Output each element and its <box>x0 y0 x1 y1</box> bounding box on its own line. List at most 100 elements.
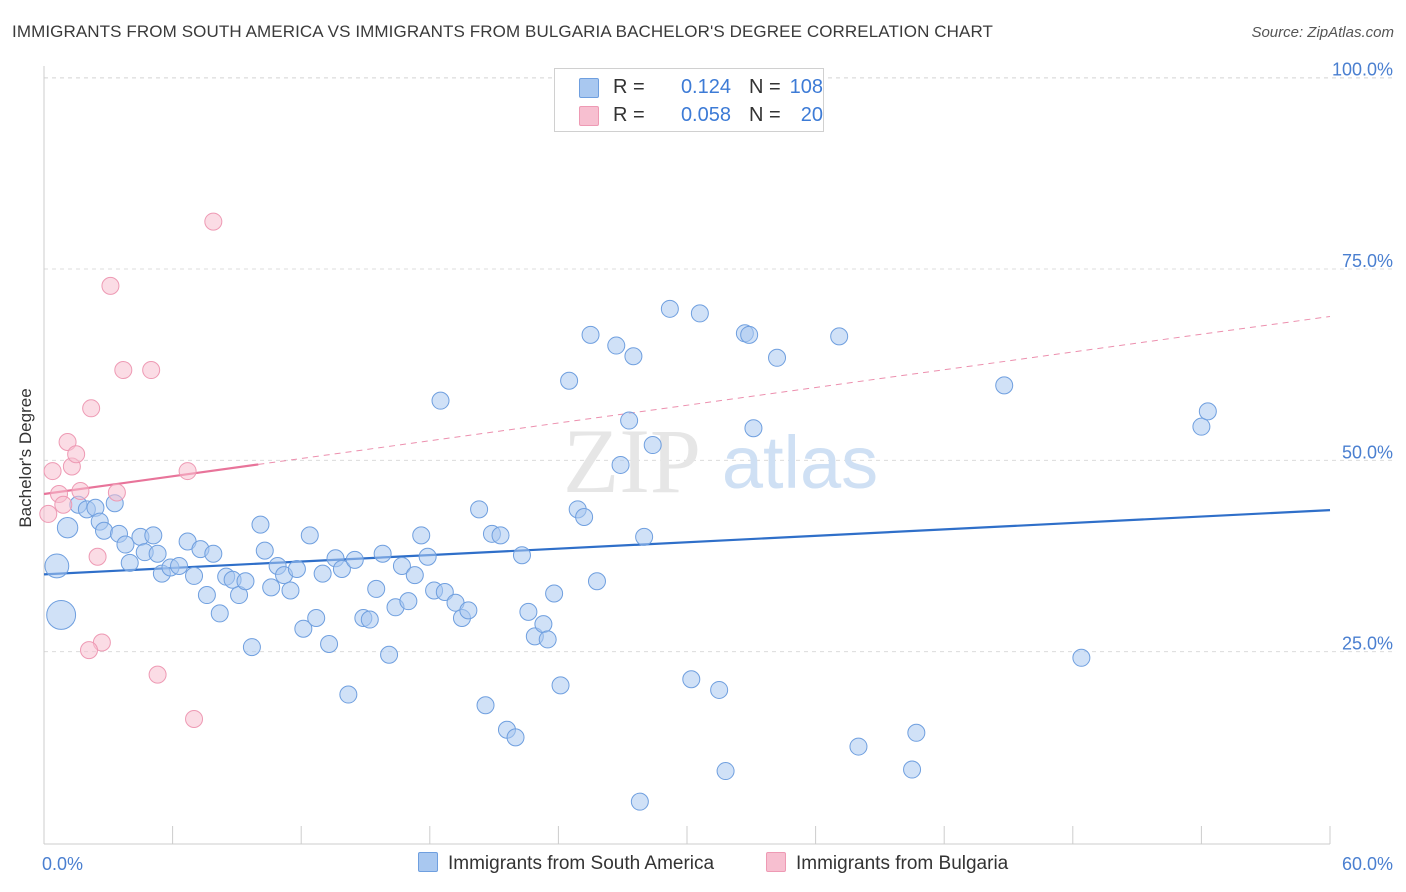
south-america-point <box>907 723 926 742</box>
south-america-point <box>575 507 594 526</box>
watermark-atlas: atlas <box>722 421 878 504</box>
south-america-point <box>768 348 787 367</box>
trend-line-dashed <box>258 315 1331 465</box>
legend-swatch-pink <box>579 106 599 126</box>
south-america-point <box>95 521 114 540</box>
south-america-point <box>620 411 639 430</box>
south-america-point <box>170 556 189 575</box>
source-credit: Source: ZipAtlas.com <box>1251 24 1394 41</box>
bulgaria-point <box>101 276 120 295</box>
south-america-point <box>44 553 70 579</box>
south-america-point <box>643 436 662 455</box>
south-america-point <box>849 737 868 756</box>
south-america-point <box>332 560 351 579</box>
south-america-point <box>242 638 261 657</box>
south-america-point <box>392 556 411 575</box>
south-america-point <box>320 635 339 654</box>
south-america-point <box>1072 648 1091 667</box>
legend-row-south-america: R = 0.124 N = 108 <box>579 73 823 101</box>
south-america-point <box>262 578 281 597</box>
south-america-point <box>491 526 510 545</box>
south-america-point <box>1192 417 1211 436</box>
south-america-point <box>635 527 654 546</box>
data-points <box>39 212 1217 811</box>
legend-n-label: N = <box>749 104 781 126</box>
axes <box>43 66 1331 845</box>
chart-title: IMMIGRANTS FROM SOUTH AMERICA VS IMMIGRA… <box>12 22 994 41</box>
legend-n-label: N = <box>749 76 781 98</box>
bulgaria-point <box>82 399 101 418</box>
south-america-point <box>435 582 454 601</box>
south-america-point <box>251 515 270 534</box>
south-america-point <box>431 391 450 410</box>
south-america-point <box>313 564 332 583</box>
south-america-point <box>476 696 495 715</box>
south-america-point <box>418 547 437 566</box>
south-america-point <box>307 609 326 628</box>
south-america-point <box>830 327 849 346</box>
south-america-point <box>46 599 77 630</box>
south-america-point <box>545 584 564 603</box>
south-america-point <box>560 371 579 390</box>
y-tick-label: 100.0% <box>1332 60 1393 80</box>
south-america-point <box>995 376 1014 395</box>
south-america-point <box>210 604 229 623</box>
south-america-point <box>587 572 606 591</box>
bottom-legend-bulgaria: Immigrants from Bulgaria <box>766 852 1008 875</box>
south-america-point <box>903 760 922 779</box>
south-america-point <box>538 630 557 649</box>
bulgaria-point <box>54 495 73 514</box>
south-america-point <box>56 516 79 539</box>
legend-row-bulgaria: R = 0.058 N = 20 <box>579 101 823 129</box>
south-america-point <box>148 544 167 563</box>
south-america-point <box>294 619 313 638</box>
south-america-point <box>682 670 701 689</box>
y-tick-label: 50.0% <box>1342 442 1393 462</box>
legend-swatch-blue <box>579 78 599 98</box>
y-tick-label: 75.0% <box>1342 251 1393 271</box>
south-america-point <box>512 546 531 565</box>
bottom-legend-label: Immigrants from South America <box>448 853 715 874</box>
south-america-point <box>607 336 626 355</box>
south-america-point <box>116 535 135 554</box>
bottom-legend-south-america: Immigrants from South America <box>418 852 714 875</box>
bottom-legend-swatch-pink <box>766 852 786 872</box>
south-america-point <box>611 455 630 474</box>
tick-labels: 25.0% 50.0% 75.0% 100.0% 0.0% 60.0% <box>42 60 1393 874</box>
south-america-point <box>255 541 274 560</box>
south-america-point <box>405 566 424 585</box>
south-america-point <box>367 579 386 598</box>
bulgaria-point <box>107 483 126 502</box>
south-america-point <box>360 610 379 629</box>
south-america-point <box>581 325 600 344</box>
bulgaria-point <box>204 212 223 231</box>
bottom-legend-label: Immigrants from Bulgaria <box>796 853 1009 874</box>
south-america-point <box>660 299 679 318</box>
bulgaria-point <box>178 462 197 481</box>
south-america-point <box>300 526 319 545</box>
south-america-point <box>740 325 759 344</box>
stats-legend: R = 0.124 N = 108 R = 0.058 N = 20 <box>554 68 824 132</box>
south-america-point <box>1198 402 1217 421</box>
south-america-point <box>519 602 538 621</box>
south-america-point <box>144 526 163 545</box>
south-america-point <box>236 572 255 591</box>
south-america-point <box>281 581 300 600</box>
bulgaria-point <box>39 504 58 523</box>
y-axis-label: Bachelor's Degree <box>16 388 35 528</box>
south-america-point <box>534 615 553 634</box>
grid-lines <box>44 77 1392 653</box>
bulgaria-point <box>114 361 133 380</box>
south-america-point <box>710 680 729 699</box>
south-america-point <box>744 419 763 438</box>
legend-r-value: 0.058 <box>680 104 731 126</box>
south-america-point <box>551 676 570 695</box>
legend-r-label: R = <box>613 104 645 126</box>
south-america-point <box>630 792 649 811</box>
south-america-point <box>399 592 418 611</box>
bottom-legend-swatch-blue <box>418 852 438 872</box>
bulgaria-point <box>88 547 107 566</box>
bulgaria-point <box>80 641 99 660</box>
bulgaria-point <box>71 481 90 500</box>
